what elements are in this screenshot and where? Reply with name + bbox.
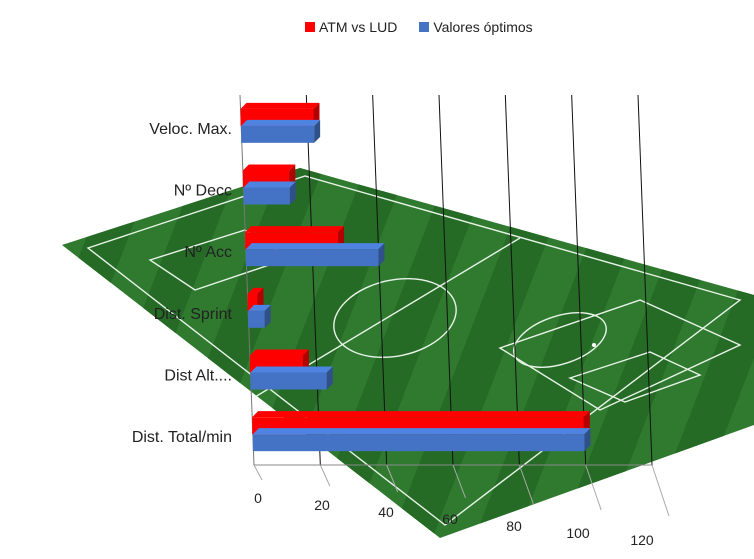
x-tick-label: 80 (506, 518, 522, 534)
x-floor-line (518, 464, 534, 505)
bar-front-face (241, 125, 315, 143)
x-gridline (305, 94, 321, 466)
x-tick-label: 60 (442, 511, 458, 527)
bar-front-face (248, 310, 265, 328)
x-tick-label: 40 (378, 504, 394, 520)
x-gridline (504, 94, 520, 466)
x-tick-label: 0 (254, 490, 262, 506)
bar-top-face (250, 366, 333, 373)
x-tick-label: 20 (314, 497, 330, 513)
x-tick-label: 120 (630, 532, 654, 548)
bar-top-face (241, 119, 321, 126)
bar-top-face (245, 226, 345, 233)
bar-side-face (314, 119, 321, 143)
bar (241, 119, 321, 143)
x-tick-label: 100 (566, 525, 590, 541)
axis-labels: 0 20 40 60 80 100 120 Dist. Total/min Dist Alt..… (132, 121, 654, 548)
bar-front-face (243, 187, 290, 205)
x-gridline (438, 94, 454, 466)
legend-item-series-0: ATM vs LUD (305, 19, 397, 35)
bar-top-face (252, 411, 590, 418)
legend-item-series-1: Valores óptimos (419, 19, 533, 35)
bar-front-face (247, 293, 258, 311)
bar-top-face (240, 102, 320, 109)
bar-top-face (245, 243, 385, 250)
x-floor-line (386, 464, 399, 493)
bar-side-face (584, 428, 591, 452)
bar-top-face (242, 164, 296, 171)
bar-top-face (243, 181, 296, 188)
legend-label-series-1: Valores óptimos (433, 19, 533, 35)
x-gridline (372, 94, 388, 466)
bar-front-face (245, 249, 379, 267)
bar-front-face (252, 434, 585, 452)
bar-top-face (252, 428, 591, 435)
y-axis-line (239, 94, 255, 466)
bar (243, 181, 296, 205)
bar-side-face (326, 366, 333, 390)
pitch-markings (86, 175, 742, 526)
bar-top-face (247, 287, 264, 294)
bar-top-face (249, 349, 309, 356)
bar-side-face (264, 304, 271, 328)
y-category-label: Veloc. Max. (149, 121, 232, 138)
legend: ATM vs LUD Valores óptimos (305, 19, 533, 35)
y-category-label: Nº Decc (174, 183, 232, 200)
bar-front-face (250, 372, 327, 390)
bar-side-face (378, 243, 385, 267)
bar (250, 366, 333, 390)
x-floor-line (585, 464, 602, 511)
legend-swatch-series-1 (419, 22, 430, 32)
bar-top-face (248, 304, 271, 311)
x-floor-line (452, 464, 466, 499)
bar (245, 243, 385, 267)
bar (248, 304, 271, 328)
y-category-label: Dist. Sprint (154, 306, 233, 323)
y-category-label: Nº Acc (184, 244, 232, 261)
y-category-label: Dist Alt.... (164, 368, 232, 385)
legend-label-series-0: ATM vs LUD (319, 19, 398, 35)
x-gridline (637, 94, 653, 466)
bar-side-face (289, 181, 296, 205)
legend-swatch-series-0 (305, 22, 315, 32)
x-gridline (571, 94, 587, 466)
y-category-label: Dist. Total/min (132, 429, 232, 446)
grid-lines (239, 94, 670, 517)
x-floor-line (319, 464, 331, 487)
pitch-penalty-spot (592, 343, 596, 347)
bars (240, 102, 591, 452)
x-floor-line (253, 464, 263, 481)
bar (252, 428, 591, 452)
x-floor-line (651, 464, 670, 517)
